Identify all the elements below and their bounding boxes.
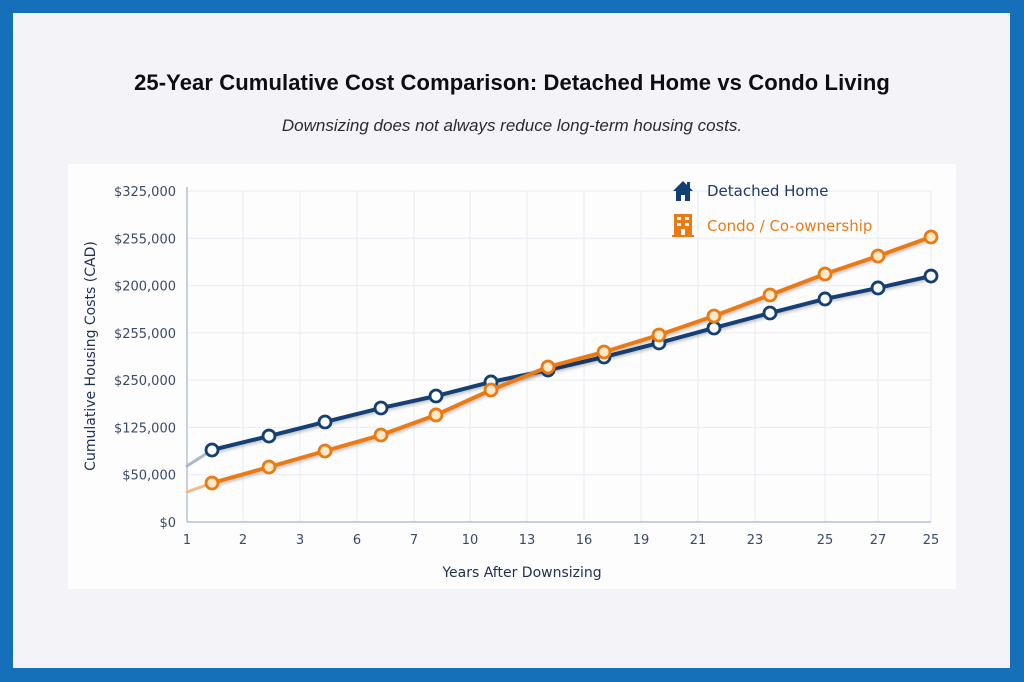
- y-axis-label: Cumulative Housing Costs (CAD): [83, 241, 99, 471]
- x-tick-label: 27: [870, 533, 887, 548]
- x-tick-label: 6: [353, 533, 361, 548]
- y-tick-label: $125,000: [114, 421, 176, 436]
- data-point: [483, 382, 499, 398]
- y-tick-label: $325,000: [114, 185, 176, 200]
- y-tick-label: $200,000: [114, 280, 176, 295]
- legend-label-condo: Condo / Co-ownership: [707, 217, 872, 235]
- data-point: [870, 248, 886, 264]
- data-point: [204, 475, 220, 491]
- x-tick-label: 16: [576, 533, 593, 548]
- legend-label-detached: Detached Home: [707, 182, 828, 200]
- data-point: [596, 344, 612, 360]
- data-point: [817, 266, 833, 282]
- data-point: [706, 320, 722, 336]
- data-point: [261, 459, 277, 475]
- series-line: [210, 274, 933, 452]
- building-icon: [672, 214, 694, 237]
- data-point: [817, 291, 833, 307]
- y-axis-ticks: $0 $50,000 $125,000 $250,000 $255,000 $200,00…: [114, 185, 176, 531]
- y-tick-label: $250,000: [114, 374, 176, 389]
- x-axis-label: Years After Downsizing: [441, 565, 601, 581]
- data-point: [706, 308, 722, 324]
- legend-item-condo[interactable]: Condo / Co-ownership: [672, 214, 872, 237]
- legend: Detached Home Condo / Co-ownership: [672, 181, 872, 237]
- chart-title: 25-Year Cumulative Cost Comparison: Deta…: [134, 70, 890, 95]
- y-tick-label: $50,000: [122, 469, 176, 484]
- data-point: [540, 359, 556, 375]
- x-tick-label: 2: [239, 533, 247, 548]
- data-point: [204, 442, 220, 458]
- data-point: [373, 427, 389, 443]
- data-point: [870, 280, 886, 296]
- data-point: [428, 407, 444, 423]
- data-point: [373, 400, 389, 416]
- data-point: [317, 443, 333, 459]
- legend-item-detached[interactable]: Detached Home: [673, 181, 828, 201]
- data-point: [428, 388, 444, 404]
- x-tick-label: 19: [633, 533, 650, 548]
- x-tick-label: 3: [296, 533, 304, 548]
- data-point: [317, 414, 333, 430]
- series-group: [185, 229, 939, 494]
- data-point: [261, 428, 277, 444]
- series-line: [210, 235, 933, 485]
- house-icon: [673, 181, 693, 201]
- chart-subtitle: Downsizing does not always reduce long-t…: [281, 116, 743, 135]
- x-tick-label: 13: [519, 533, 536, 548]
- x-tick-label: 1: [183, 533, 191, 548]
- grid: [187, 190, 932, 522]
- data-point: [762, 287, 778, 303]
- data-point: [762, 305, 778, 321]
- x-axis-ticks: 1 2 3 6 7 10 13 16 19 21 23 25 27 25: [183, 533, 939, 548]
- data-point: [651, 327, 667, 343]
- y-tick-label: $255,000: [114, 327, 176, 342]
- data-point: [923, 229, 939, 245]
- x-tick-label: 7: [410, 533, 418, 548]
- x-tick-label: 25: [817, 533, 834, 548]
- y-tick-label: $255,000: [114, 232, 176, 247]
- y-tick-label: $0: [159, 516, 176, 531]
- series-detached-home: [185, 268, 939, 468]
- x-tick-label: 21: [690, 533, 707, 548]
- x-tick-label: 23: [747, 533, 764, 548]
- series-condo: [185, 229, 939, 494]
- x-tick-label: 25: [923, 533, 940, 548]
- x-tick-label: 10: [462, 533, 479, 548]
- data-point: [923, 268, 939, 284]
